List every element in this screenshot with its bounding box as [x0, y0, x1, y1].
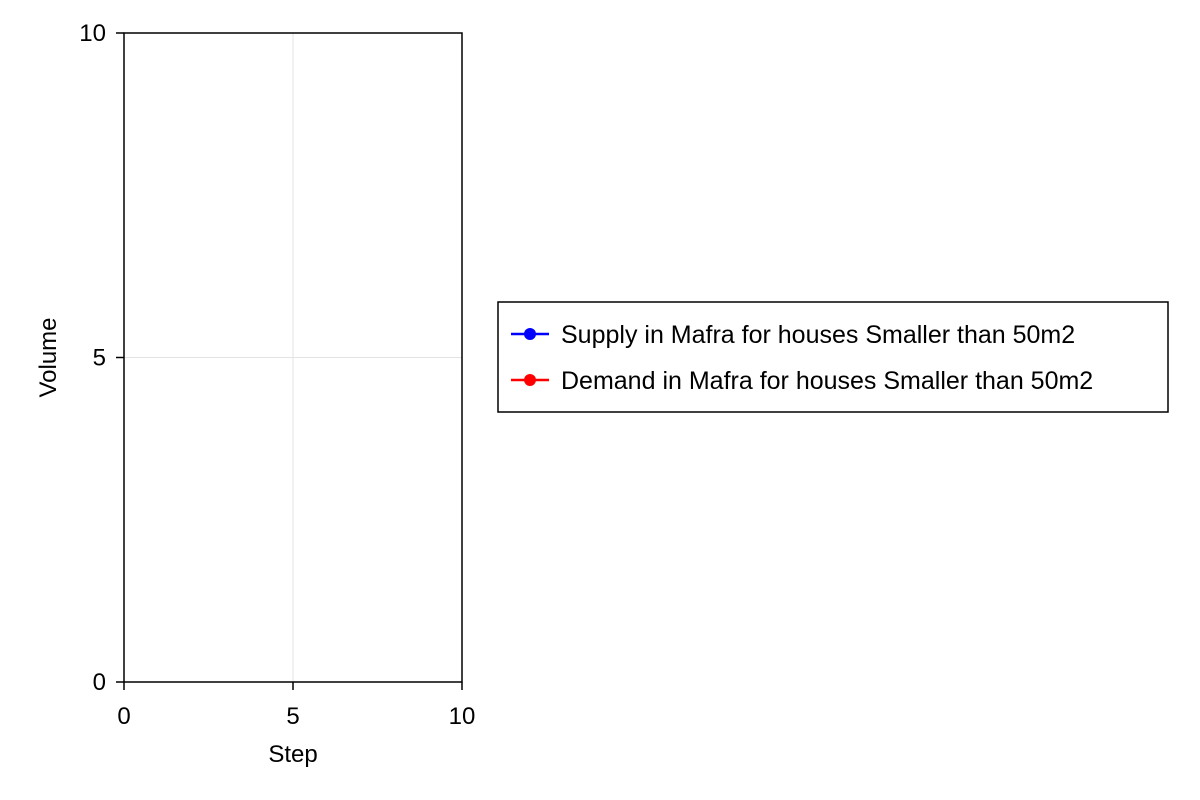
x-axis-title: Step [268, 741, 317, 768]
x-axis: 0 5 10 [117, 682, 475, 730]
legend-label: Supply in Mafra for houses Smaller than … [561, 321, 1075, 349]
legend-marker [524, 374, 536, 386]
x-tick-label: 0 [117, 703, 130, 730]
y-tick-label: 10 [79, 20, 106, 47]
legend-label: Demand in Mafra for houses Smaller than … [561, 367, 1093, 395]
legend-marker [524, 328, 536, 340]
x-tick-label: 5 [286, 703, 299, 730]
y-axis-title: Volume [35, 317, 62, 397]
grid-lines [123, 32, 463, 683]
y-tick-label: 0 [93, 669, 106, 696]
y-axis: 0 5 10 [79, 20, 124, 696]
legend-box [497, 301, 1169, 413]
legend: Supply in Mafra for houses Smaller than … [497, 301, 1169, 413]
x-tick-label: 10 [449, 703, 476, 730]
y-tick-label: 5 [93, 345, 106, 372]
